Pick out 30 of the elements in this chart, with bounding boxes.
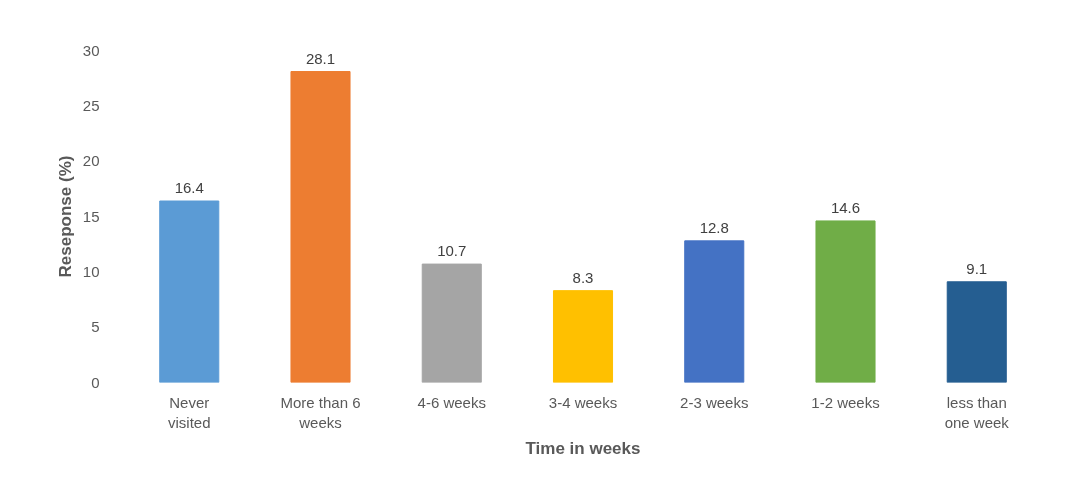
x-tick-label: 4-6 weeks [417,393,486,411]
x-tick-label: less than one week [944,393,1010,431]
x-tick-label: Never visited [167,393,211,431]
bar [421,263,482,383]
bar [290,71,351,383]
x-tick-label: 3-4 weeks [548,393,618,411]
data-label: 9.1 [966,259,988,277]
bar [552,290,614,383]
data-label: 14.6 [830,198,861,216]
data-label: 16.4 [174,179,204,197]
data-label: 12.8 [699,218,729,236]
bar [159,200,220,383]
y-tick-label: 5 [91,318,100,336]
x-axis-title: Time in weeks [525,438,641,458]
y-tick-label: 20 [82,152,100,170]
y-tick-label: 10 [82,262,100,280]
data-label: 28.1 [305,49,336,67]
x-tick-label: 1-2 weeks [811,393,880,411]
y-tick-label: 30 [82,41,100,59]
bar [946,281,1007,383]
bar [815,220,876,383]
x-tick-label: 2-3 weeks [680,393,749,411]
y-tick-label: 15 [82,207,100,225]
y-axis-title: Reseponse (%) [55,155,75,278]
data-label: 8.3 [572,268,594,286]
x-tick-label: More than 6 weeks [280,393,361,431]
bar [684,240,745,383]
data-label: 10.7 [437,242,467,260]
y-tick-label: 25 [82,96,100,114]
y-tick-label: 0 [91,373,100,391]
